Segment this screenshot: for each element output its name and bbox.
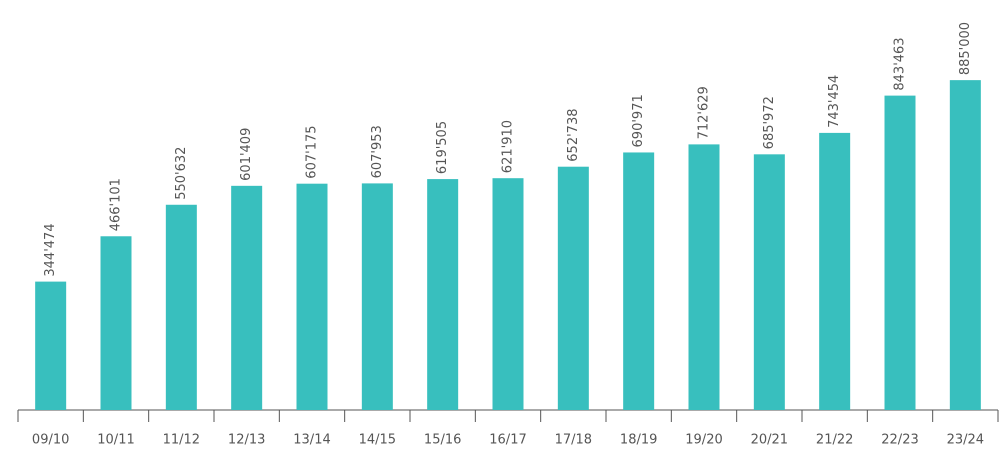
value-label: 885'000: [958, 22, 973, 75]
x-tick-label: 09/10: [32, 433, 69, 448]
x-tick-label: 23/24: [947, 433, 984, 448]
bar: [557, 166, 589, 410]
bar: [819, 132, 851, 411]
bar: [884, 95, 916, 410]
x-tick-label: 18/19: [620, 433, 657, 448]
x-tick-label: 15/16: [424, 433, 461, 448]
bar: [949, 80, 981, 411]
x-tick-label: 10/11: [97, 433, 134, 448]
value-label: 685'972: [762, 96, 777, 149]
value-label: 652'738: [566, 109, 581, 162]
bar: [427, 179, 459, 410]
x-tick-label: 21/22: [816, 433, 853, 448]
value-label: 712'629: [697, 86, 712, 139]
bar: [296, 183, 328, 410]
value-label: 690'971: [631, 94, 646, 147]
value-label: 601'409: [239, 128, 254, 181]
value-label: 344'474: [43, 223, 58, 276]
x-tick-label: 17/18: [555, 433, 592, 448]
bar: [35, 281, 67, 410]
bar: [165, 204, 197, 410]
x-tick-label: 20/21: [751, 433, 788, 448]
x-tick-label: 14/15: [359, 433, 396, 448]
value-label: 843'463: [893, 37, 908, 90]
x-tick-label: 19/20: [685, 433, 722, 448]
x-tick-label: 16/17: [489, 433, 526, 448]
value-label: 607'953: [370, 125, 385, 178]
bar: [688, 144, 720, 411]
bar: [492, 178, 524, 410]
bar: [753, 154, 785, 410]
bar: [100, 236, 132, 410]
value-label: 550'632: [174, 147, 189, 200]
value-label: 607'175: [305, 125, 320, 178]
x-tick-label: 13/14: [293, 433, 330, 448]
bar: [623, 152, 655, 410]
bar: [361, 183, 393, 410]
value-label: 466'101: [109, 178, 124, 231]
value-label: 619'505: [435, 121, 450, 174]
x-tick-label: 12/13: [228, 433, 265, 448]
x-tick-label: 11/12: [163, 433, 200, 448]
x-tick-label: 22/23: [881, 433, 918, 448]
value-label: 743'454: [827, 75, 842, 128]
value-label: 621'910: [501, 120, 516, 173]
bar: [231, 185, 263, 410]
